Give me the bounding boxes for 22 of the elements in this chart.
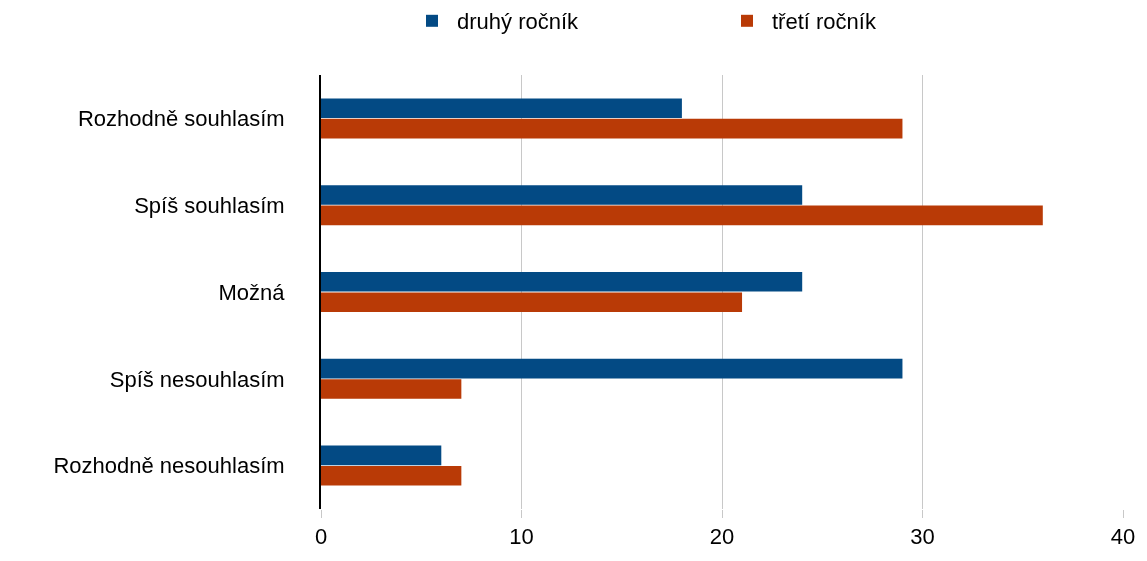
bar <box>321 98 682 118</box>
x-tick-label: 40 <box>1110 524 1136 550</box>
bar <box>321 358 903 379</box>
x-tick-label: 10 <box>509 524 534 550</box>
y-tick-label: Spíš souhlasím <box>134 192 285 218</box>
y-tick-label: Rozhodně nesouhlasím <box>53 453 285 479</box>
x-tick-label: 30 <box>910 524 935 550</box>
bar <box>321 205 1043 226</box>
legend-label: druhý ročník <box>457 9 580 35</box>
y-tick-label: Rozhodně souhlasím <box>77 106 285 132</box>
bar <box>321 445 442 466</box>
x-tick-label: 0 <box>314 524 328 550</box>
y-tick-label: Možná <box>218 279 286 305</box>
bar <box>321 292 743 312</box>
y-tick-label: Spíš nesouhlasím <box>109 366 285 392</box>
bar <box>321 379 462 399</box>
bar <box>321 185 803 205</box>
bar <box>321 466 462 486</box>
bar <box>321 118 903 139</box>
bar <box>321 272 803 292</box>
legend-label: třetí ročník <box>772 9 877 35</box>
x-tick-label: 20 <box>709 524 735 550</box>
